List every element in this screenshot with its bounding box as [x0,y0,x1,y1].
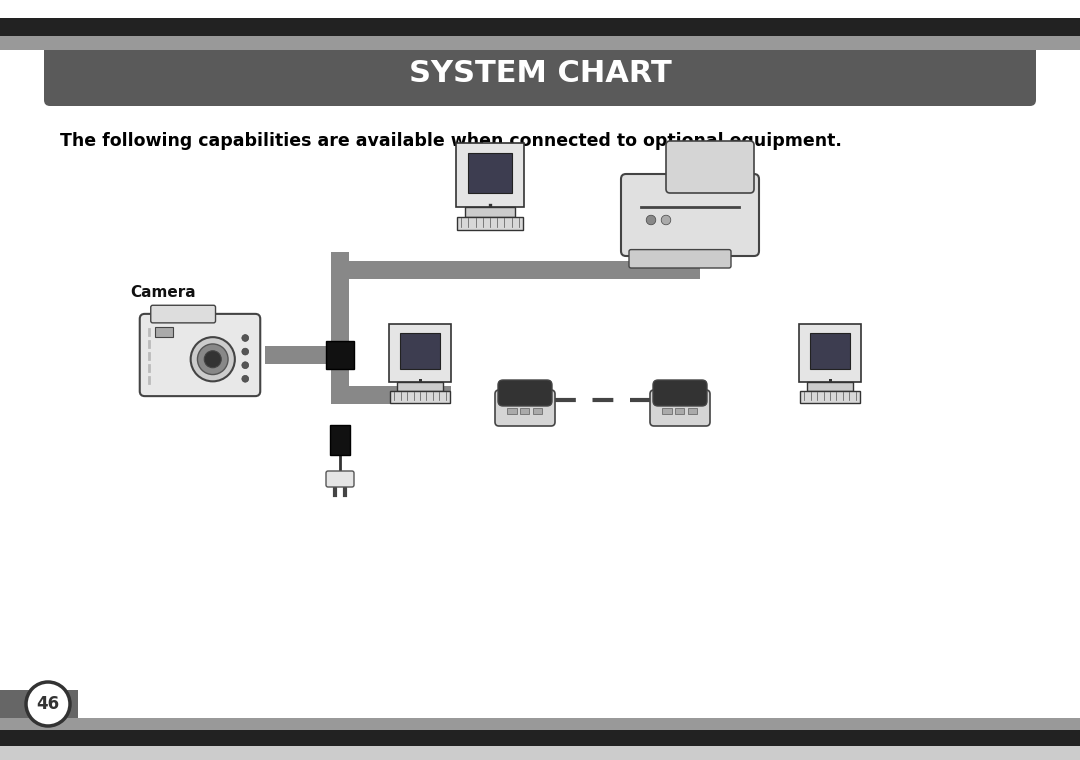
Bar [468,153,512,193]
Bar [662,407,672,414]
Bar [326,341,354,369]
Bar [330,386,451,404]
FancyBboxPatch shape [621,174,759,256]
Bar [810,333,850,369]
FancyBboxPatch shape [650,390,710,426]
FancyBboxPatch shape [139,314,260,396]
FancyBboxPatch shape [326,471,354,487]
FancyBboxPatch shape [465,207,515,217]
Circle shape [242,348,248,355]
FancyBboxPatch shape [498,380,552,406]
Bar [0,718,1080,730]
Bar [330,261,700,279]
Text: 46: 46 [37,695,59,713]
Circle shape [242,375,248,382]
Bar [519,407,529,414]
FancyBboxPatch shape [44,42,1036,106]
Bar [0,690,78,718]
Text: SYSTEM CHART: SYSTEM CHART [408,59,672,88]
Bar [0,18,1080,36]
Bar [330,425,350,455]
Bar [507,407,516,414]
FancyBboxPatch shape [808,382,852,391]
Bar [0,36,1080,50]
Bar [0,0,1080,18]
Circle shape [198,344,228,375]
Bar [532,407,542,414]
FancyBboxPatch shape [629,249,731,268]
FancyBboxPatch shape [799,324,861,382]
Bar [154,327,174,337]
Circle shape [204,351,221,368]
Bar [0,730,1080,746]
FancyBboxPatch shape [666,141,754,193]
Bar [0,746,1080,760]
Circle shape [191,337,234,382]
FancyBboxPatch shape [457,217,523,230]
Circle shape [242,334,248,341]
FancyBboxPatch shape [456,143,524,207]
Bar [265,346,340,364]
FancyBboxPatch shape [397,382,443,391]
Circle shape [661,215,671,225]
Text: The following capabilities are available when connected to optional equipment.: The following capabilities are available… [60,132,842,150]
Circle shape [242,362,248,369]
Bar [688,407,698,414]
Circle shape [646,215,656,225]
FancyBboxPatch shape [389,324,450,382]
FancyBboxPatch shape [390,391,449,403]
Bar [675,407,685,414]
FancyBboxPatch shape [495,390,555,426]
Bar [400,333,441,369]
FancyBboxPatch shape [653,380,707,406]
Bar [330,252,349,395]
Text: Camera: Camera [130,285,195,300]
FancyBboxPatch shape [151,306,216,323]
FancyBboxPatch shape [800,391,860,403]
Circle shape [26,682,70,726]
